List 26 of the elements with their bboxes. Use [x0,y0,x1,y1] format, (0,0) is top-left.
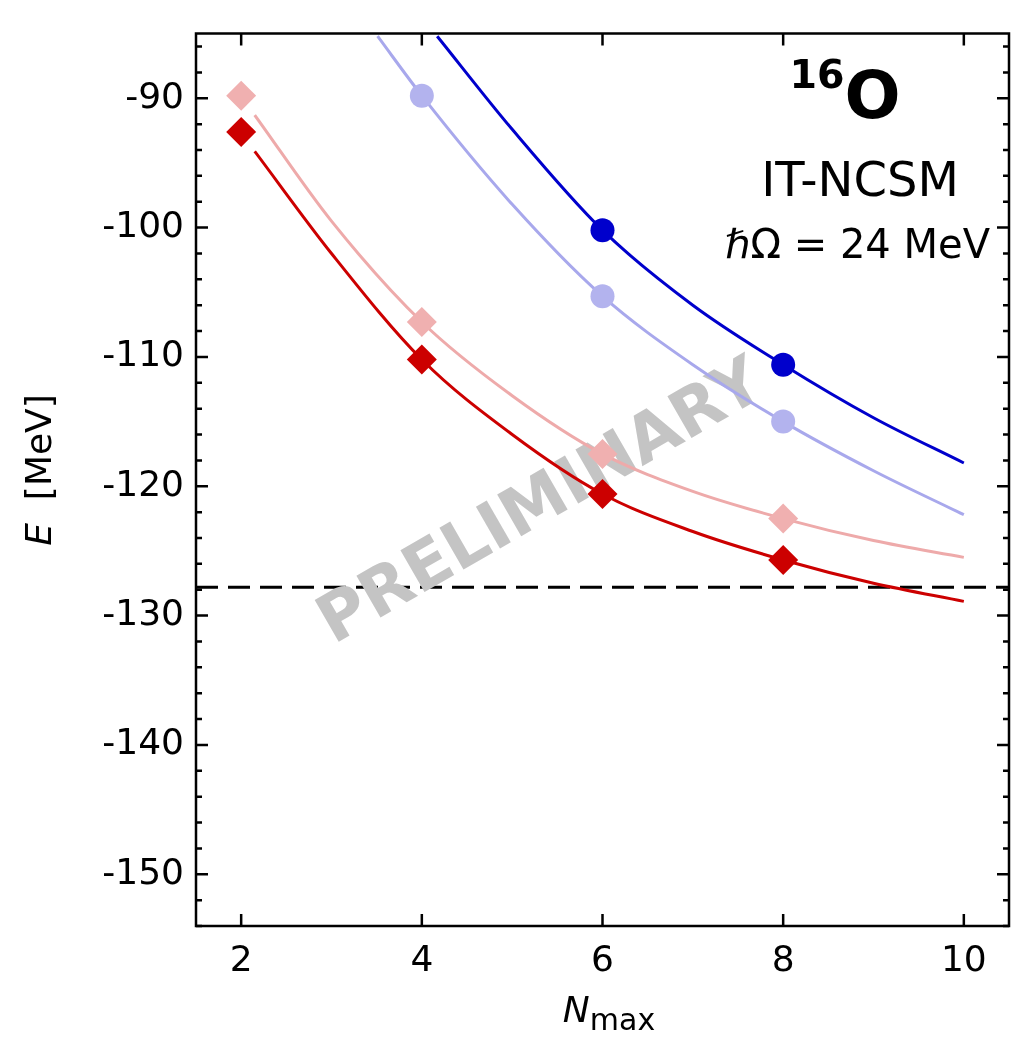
point [409,83,434,108]
point [406,307,437,338]
x-tick-label: 4 [410,937,434,979]
x-tick-label: 10 [940,937,987,979]
x-axis-title: N$_{max}$ [562,989,656,1038]
x-tick-label: 6 [591,937,614,979]
y-axis-title: E [MeV] [18,394,59,546]
point [226,116,257,147]
y-tick-label: -110 [102,333,184,375]
x-tick-label: 8 [771,937,795,979]
point [226,80,257,111]
annotation: IT-NCSM [761,151,959,207]
y-tick-label: -150 [102,850,184,892]
point [771,352,796,377]
y-tick-label: -120 [102,462,184,504]
y-tick-label: -100 [102,203,184,245]
point [590,284,615,309]
annotation: ℏΩ = 24 MeV [725,221,991,267]
y-tick-label: -130 [102,591,184,633]
x-tick-label: 2 [229,937,253,979]
point [768,544,799,575]
y-tick-label: -90 [125,74,184,116]
y-tick-label: -140 [102,721,184,763]
point [768,503,799,534]
point [590,218,615,243]
point [771,409,796,434]
